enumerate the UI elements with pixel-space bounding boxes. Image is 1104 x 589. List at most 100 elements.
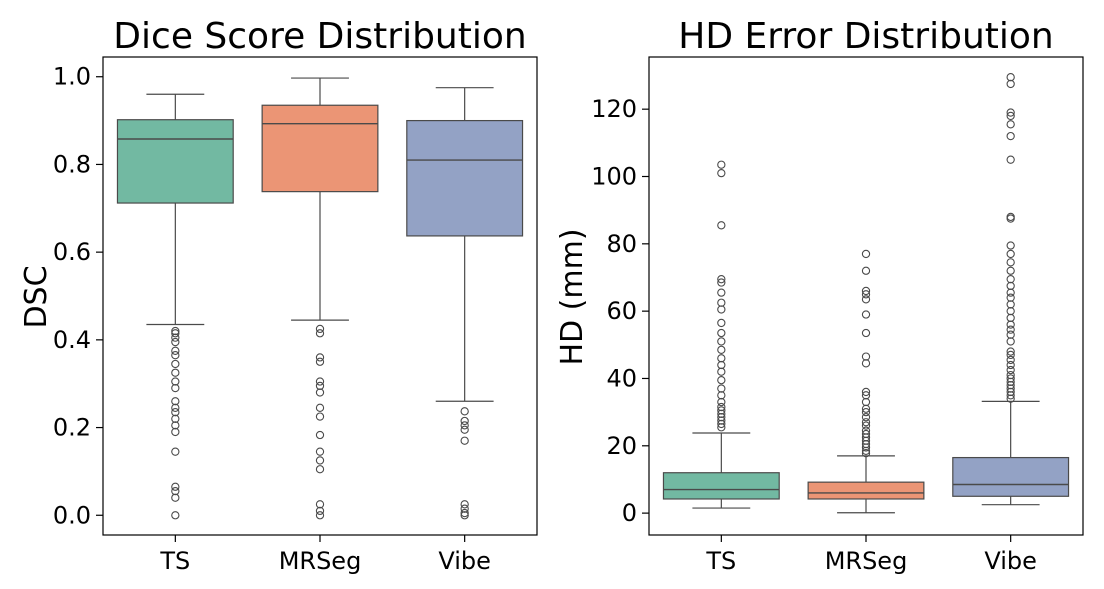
- hd-y-ticks: 0 20 40 60 80 100 120: [591, 95, 649, 527]
- dice-chart-title: Dice Score Distribution: [113, 16, 526, 57]
- dice-outlier-point: [315, 506, 325, 516]
- dice-outlier-point: [315, 329, 325, 338]
- dice-outlier-point: [315, 447, 325, 456]
- hd-outlier-point: [1006, 320, 1015, 329]
- hd-outlier-point: [1006, 360, 1015, 370]
- dice-box-ts: [116, 93, 234, 520]
- hd-outlier-point: [1006, 330, 1015, 339]
- dice-outlier-point: [460, 436, 469, 445]
- hd-outlier-point: [1006, 306, 1015, 316]
- dice-outlier-point: [315, 357, 325, 366]
- dice-outlier-point: [171, 329, 180, 338]
- dice-iqr-box: [261, 104, 379, 193]
- dice-outlier-point: [171, 482, 180, 491]
- dice-outlier-point: [315, 456, 325, 465]
- dice-outlier-point: [171, 397, 180, 406]
- dice-outlier-point: [315, 324, 325, 334]
- hd-outlier-point: [861, 328, 871, 338]
- hd-outlier-point: [861, 449, 871, 458]
- dice-ytick-label: 0.8: [53, 150, 91, 178]
- hd-ytick-label: 0: [622, 499, 637, 527]
- dice-outlier-point: [460, 511, 469, 520]
- hd-outlier-point: [717, 397, 726, 407]
- dice-outlier-point: [315, 412, 325, 421]
- dice-outlier-point: [460, 425, 469, 434]
- hd-y-axis-label: HD (mm): [555, 228, 590, 365]
- hd-outlier-point: [717, 391, 726, 400]
- hd-outlier-point: [717, 419, 726, 429]
- hd-outlier-point: [861, 407, 871, 417]
- hd-outlier-point: [717, 278, 726, 287]
- hd-outlier-point: [717, 318, 726, 328]
- dice-ytick-label: 0.0: [53, 501, 91, 529]
- hd-ytick-label: 40: [606, 364, 637, 392]
- hd-outlier-point: [861, 387, 871, 397]
- hd-outlier-point: [1006, 73, 1015, 82]
- dice-y-ticks: 0.0 0.2 0.4 0.6 0.8 1.0: [53, 63, 103, 529]
- dice-outlier-point: [171, 447, 180, 456]
- dice-outlier-point: [315, 430, 325, 440]
- hd-iqr-box: [952, 456, 1070, 497]
- dice-outlier-point: [171, 337, 180, 347]
- hd-outlier-point: [1006, 355, 1015, 365]
- dice-box-mrseg: [261, 77, 379, 520]
- dice-outlier-point: [171, 511, 180, 520]
- dice-outlier-point: [460, 504, 469, 513]
- dice-outlier-point: [171, 368, 180, 377]
- hd-ytick-label: 60: [606, 297, 637, 325]
- dice-outlier-point: [171, 427, 180, 437]
- dice-box-vibe: [406, 87, 524, 520]
- hd-outlier-point: [1006, 347, 1015, 356]
- dice-outlier-point: [460, 407, 469, 416]
- hd-outlier-point: [717, 345, 726, 355]
- hd-ytick-label: 120: [591, 95, 637, 123]
- hd-outlier-point: [717, 305, 726, 314]
- hd-outlier-point: [1006, 258, 1015, 267]
- hd-outlier-point: [1006, 214, 1015, 223]
- hd-outlier-point: [717, 288, 726, 297]
- hd-outlier-point: [861, 310, 871, 319]
- dice-xtick-label: TS: [159, 547, 190, 575]
- hd-outlier-point: [1006, 120, 1015, 129]
- dice-outlier-point: [315, 403, 325, 412]
- hd-ytick-label: 20: [606, 432, 637, 460]
- dice-outlier-point: [171, 403, 180, 412]
- hd-outlier-point: [1006, 241, 1015, 250]
- hd-outlier-point: [717, 328, 726, 338]
- hd-error-panel: HD Error Distribution HD (mm) 0 20 40 60 80 1…: [555, 16, 1084, 575]
- dice-outlier-point: [460, 421, 469, 430]
- dice-outlier-point: [315, 465, 325, 474]
- dice-ytick-label: 0.6: [53, 238, 91, 266]
- hd-outlier-point: [861, 421, 871, 430]
- hd-iqr-box: [807, 481, 925, 500]
- hd-outlier-point: [1006, 155, 1015, 164]
- hd-xtick-label: Vibe: [984, 547, 1037, 575]
- hd-outlier-point: [861, 418, 871, 427]
- hd-outlier-point: [717, 376, 726, 385]
- hd-x-ticks: TS MRSeg Vibe: [705, 535, 1037, 575]
- dice-outlier-point: [171, 377, 180, 386]
- hd-outlier-point: [1006, 365, 1015, 375]
- dice-outlier-point: [171, 351, 180, 360]
- hd-outlier-point: [861, 404, 871, 413]
- dice-y-axis-label: DSC: [19, 265, 54, 328]
- hd-outlier-point: [717, 298, 726, 307]
- hd-ytick-label: 80: [606, 230, 637, 258]
- dice-outlier-point: [171, 421, 180, 430]
- hd-outlier-point: [861, 286, 871, 296]
- hd-outlier-point: [861, 359, 871, 368]
- hd-outlier-point: [1006, 391, 1015, 400]
- hd-xtick-label: MRSeg: [825, 547, 908, 575]
- dice-ytick-label: 1.0: [53, 63, 91, 91]
- hd-outlier-point: [717, 354, 726, 363]
- hd-outlier-point: [717, 360, 726, 370]
- hd-iqr-box: [662, 472, 780, 500]
- hd-outlier-point: [1006, 293, 1015, 302]
- dice-outlier-point: [171, 408, 180, 417]
- hd-outlier-point: [861, 266, 871, 275]
- hd-outlier-point: [1006, 281, 1015, 291]
- dice-xtick-label: Vibe: [438, 547, 491, 575]
- hd-outlier-point: [861, 352, 871, 361]
- dice-outlier-point: [315, 500, 325, 509]
